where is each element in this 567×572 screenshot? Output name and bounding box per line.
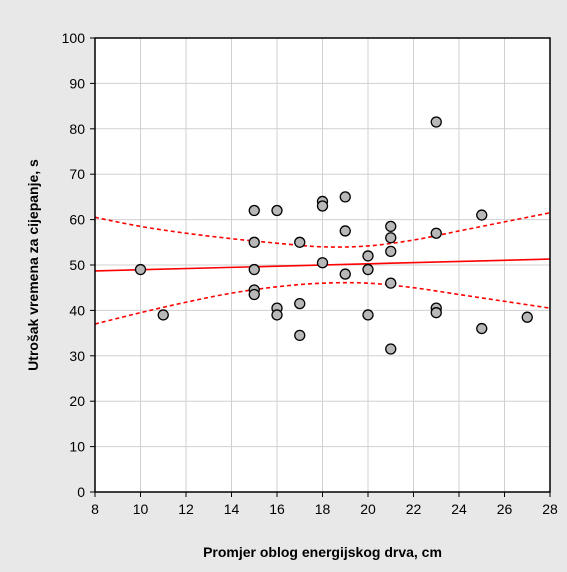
data-point <box>339 191 351 203</box>
confidence-upper-curve <box>94 212 551 248</box>
data-point <box>316 257 329 269</box>
grid-lines <box>95 38 550 492</box>
data-point <box>248 236 260 248</box>
data-point <box>248 263 260 276</box>
data-point <box>294 297 306 310</box>
data-point <box>157 309 169 321</box>
x-tick-label: 20 <box>360 501 376 517</box>
data-point <box>385 245 397 258</box>
y-axis-title: Utrošak vremena za cijepanje, s <box>25 159 41 371</box>
data-point <box>430 116 442 128</box>
x-tick-label: 18 <box>315 501 331 517</box>
data-point <box>316 200 329 212</box>
y-tick-label: 100 <box>62 30 86 46</box>
data-point <box>362 250 374 262</box>
x-axis-title: Promjer oblog energijskog drva, cm <box>203 544 442 560</box>
x-tick-label: 14 <box>224 501 240 517</box>
y-tick-label: 80 <box>69 121 85 137</box>
data-point <box>248 204 260 217</box>
data-point <box>134 263 147 276</box>
data-point <box>521 311 533 323</box>
y-tick-label: 30 <box>69 348 85 364</box>
data-point <box>476 322 488 335</box>
confidence-bands <box>94 212 551 325</box>
data-point <box>476 209 488 221</box>
y-tick-label: 50 <box>69 257 85 273</box>
axis-ticks: 8 10 12 14 16 18 20 22 24 26 28 0 10 20 30 40 50 60 70 80 90… <box>62 30 558 517</box>
data-point <box>271 309 283 321</box>
data-point <box>339 268 351 280</box>
y-tick-label: 70 <box>69 166 85 182</box>
x-tick-label: 8 <box>91 501 99 517</box>
x-tick-label: 12 <box>178 501 194 517</box>
y-tick-label: 90 <box>69 75 85 91</box>
data-point <box>294 329 306 342</box>
data-point <box>339 225 351 237</box>
x-tick-label: 16 <box>269 501 285 517</box>
data-points <box>134 116 533 355</box>
y-tick-label: 40 <box>69 302 85 318</box>
y-tick-label: 10 <box>69 439 85 455</box>
x-tick-label: 24 <box>451 501 467 517</box>
data-point <box>248 288 260 301</box>
x-tick-label: 10 <box>133 501 149 517</box>
data-point <box>385 220 397 233</box>
data-point <box>385 277 397 289</box>
data-point <box>362 309 374 321</box>
y-tick-label: 60 <box>69 212 85 228</box>
y-tick-label: 0 <box>77 484 85 500</box>
x-tick-label: 22 <box>406 501 422 517</box>
data-point <box>430 227 442 239</box>
data-point <box>385 232 397 244</box>
y-tick-label: 20 <box>69 393 85 409</box>
data-point <box>271 204 283 217</box>
data-point <box>362 263 374 276</box>
x-tick-label: 26 <box>497 501 513 517</box>
data-point <box>385 343 397 355</box>
x-tick-label: 28 <box>542 501 558 517</box>
data-point <box>294 236 306 248</box>
confidence-lower-curve <box>94 281 551 325</box>
data-point <box>430 307 442 319</box>
